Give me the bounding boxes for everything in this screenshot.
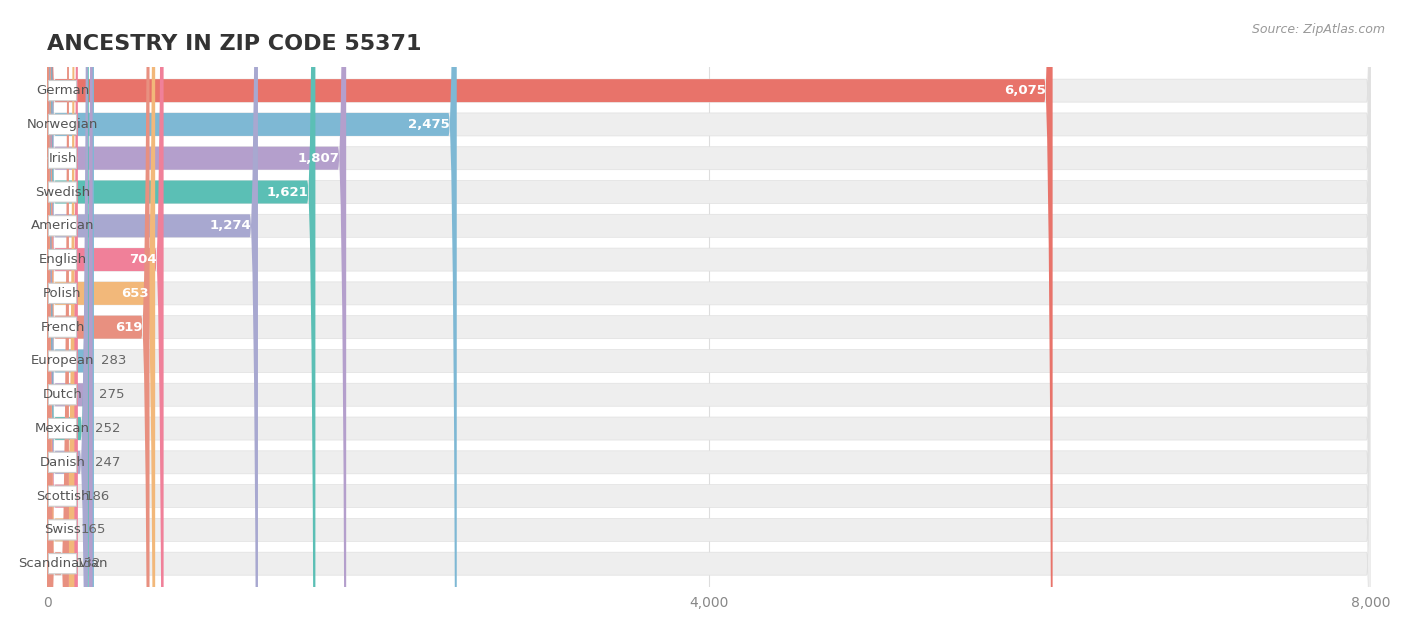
- Text: Polish: Polish: [44, 287, 82, 300]
- FancyBboxPatch shape: [46, 0, 1371, 644]
- Text: Scottish: Scottish: [35, 489, 89, 502]
- FancyBboxPatch shape: [48, 520, 76, 540]
- Text: 186: 186: [84, 489, 110, 502]
- FancyBboxPatch shape: [46, 0, 89, 644]
- Text: Swiss: Swiss: [44, 524, 82, 536]
- Text: Swedish: Swedish: [35, 185, 90, 198]
- Text: Norwegian: Norwegian: [27, 118, 98, 131]
- Text: 252: 252: [96, 422, 121, 435]
- Text: 165: 165: [82, 524, 107, 536]
- Text: 653: 653: [121, 287, 149, 300]
- Text: Source: ZipAtlas.com: Source: ZipAtlas.com: [1251, 23, 1385, 35]
- FancyBboxPatch shape: [48, 283, 76, 303]
- Text: 1,274: 1,274: [209, 220, 252, 232]
- FancyBboxPatch shape: [46, 0, 1371, 644]
- Text: 704: 704: [129, 253, 157, 266]
- Text: European: European: [31, 354, 94, 368]
- Text: 1,807: 1,807: [298, 152, 340, 165]
- FancyBboxPatch shape: [48, 554, 76, 574]
- Text: Dutch: Dutch: [42, 388, 83, 401]
- FancyBboxPatch shape: [46, 0, 1371, 644]
- FancyBboxPatch shape: [46, 0, 1371, 644]
- FancyBboxPatch shape: [48, 182, 76, 202]
- FancyBboxPatch shape: [46, 0, 1371, 644]
- FancyBboxPatch shape: [46, 0, 77, 644]
- FancyBboxPatch shape: [48, 317, 76, 337]
- Text: Mexican: Mexican: [35, 422, 90, 435]
- FancyBboxPatch shape: [48, 114, 76, 135]
- FancyBboxPatch shape: [48, 419, 76, 439]
- FancyBboxPatch shape: [46, 0, 93, 644]
- FancyBboxPatch shape: [48, 249, 76, 270]
- Text: 247: 247: [94, 456, 120, 469]
- FancyBboxPatch shape: [46, 0, 155, 644]
- FancyBboxPatch shape: [46, 0, 1371, 644]
- Text: French: French: [41, 321, 84, 334]
- FancyBboxPatch shape: [46, 0, 257, 644]
- FancyBboxPatch shape: [46, 0, 149, 644]
- Text: 1,621: 1,621: [267, 185, 309, 198]
- Text: 2,475: 2,475: [408, 118, 450, 131]
- FancyBboxPatch shape: [46, 0, 75, 644]
- FancyBboxPatch shape: [46, 0, 94, 644]
- FancyBboxPatch shape: [46, 0, 1371, 644]
- FancyBboxPatch shape: [46, 0, 457, 644]
- FancyBboxPatch shape: [48, 216, 76, 236]
- FancyBboxPatch shape: [48, 80, 76, 100]
- Text: English: English: [38, 253, 87, 266]
- FancyBboxPatch shape: [46, 0, 315, 644]
- Text: Scandinavian: Scandinavian: [18, 557, 107, 570]
- Text: 619: 619: [115, 321, 143, 334]
- FancyBboxPatch shape: [46, 0, 69, 644]
- FancyBboxPatch shape: [48, 351, 76, 371]
- Text: 275: 275: [100, 388, 125, 401]
- FancyBboxPatch shape: [46, 0, 163, 644]
- Text: Danish: Danish: [39, 456, 86, 469]
- Text: Irish: Irish: [48, 152, 77, 165]
- Text: ANCESTRY IN ZIP CODE 55371: ANCESTRY IN ZIP CODE 55371: [46, 34, 422, 54]
- FancyBboxPatch shape: [46, 0, 1371, 644]
- FancyBboxPatch shape: [46, 0, 1371, 644]
- FancyBboxPatch shape: [46, 0, 89, 644]
- FancyBboxPatch shape: [46, 0, 1371, 644]
- FancyBboxPatch shape: [46, 0, 1371, 644]
- Text: American: American: [31, 220, 94, 232]
- Text: 132: 132: [76, 557, 101, 570]
- FancyBboxPatch shape: [46, 0, 1371, 644]
- Text: German: German: [35, 84, 89, 97]
- FancyBboxPatch shape: [46, 0, 1371, 644]
- FancyBboxPatch shape: [46, 0, 1053, 644]
- Text: 6,075: 6,075: [1004, 84, 1046, 97]
- FancyBboxPatch shape: [48, 486, 76, 506]
- FancyBboxPatch shape: [46, 0, 1371, 644]
- FancyBboxPatch shape: [48, 148, 76, 168]
- FancyBboxPatch shape: [48, 384, 76, 405]
- Text: 283: 283: [101, 354, 127, 368]
- FancyBboxPatch shape: [48, 452, 76, 473]
- FancyBboxPatch shape: [46, 0, 1371, 644]
- FancyBboxPatch shape: [46, 0, 346, 644]
